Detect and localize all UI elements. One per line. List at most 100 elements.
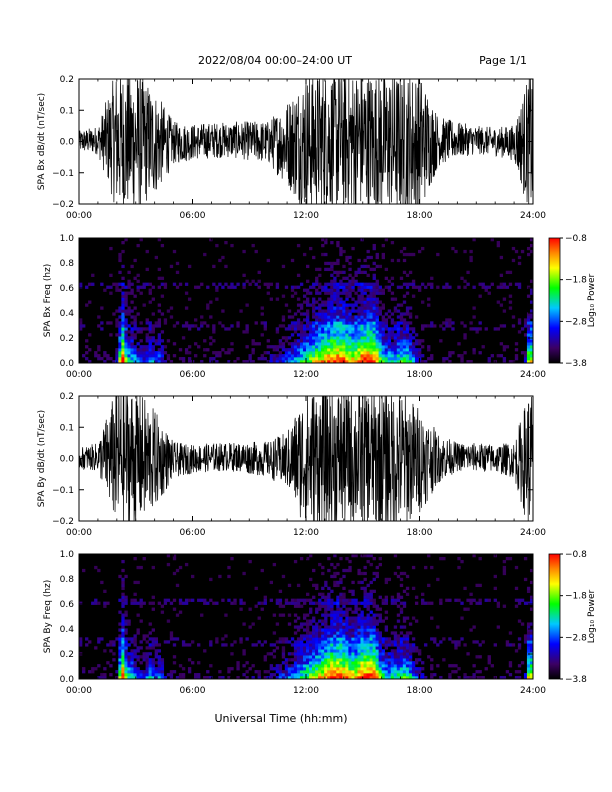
spectrogram-cell	[472, 238, 476, 242]
spectrogram-cell	[121, 670, 125, 674]
spectrogram-cell	[436, 252, 440, 257]
spectrogram-cell	[354, 658, 358, 662]
spectrogram-cell	[505, 640, 510, 644]
spectrogram-cell	[85, 285, 89, 289]
spectrogram-cell	[390, 649, 395, 653]
colorbar-tick-label: −1.8	[565, 276, 587, 286]
spectrogram-cell	[124, 646, 128, 650]
spectrogram-cell	[272, 613, 277, 617]
spectrogram-cell	[408, 336, 413, 340]
spectrogram-cell	[387, 315, 392, 319]
spectrogram-cell	[79, 643, 83, 647]
spectrogram-cell	[306, 318, 310, 322]
spectrogram-cell	[363, 315, 367, 319]
spectrogram-cell	[396, 676, 401, 680]
spectrogram-cell	[424, 360, 428, 364]
spectrogram-cell	[408, 357, 413, 361]
spectrogram-cell	[133, 592, 137, 596]
spectrogram-cell	[378, 673, 382, 677]
spectrogram-cell	[333, 306, 337, 310]
spectrogram-cell	[378, 342, 382, 346]
spectrogram-cell	[508, 661, 513, 665]
spectrogram-cell	[402, 643, 407, 647]
spectrogram-cell	[408, 655, 413, 659]
spectrogram-cell	[390, 640, 395, 644]
spectrogram-cell	[393, 342, 398, 346]
spectrogram-cell	[309, 649, 313, 653]
spectrogram-cell	[278, 664, 283, 668]
spectrogram-cell	[366, 282, 370, 286]
spectrogram-cell	[363, 664, 367, 668]
spectrogram-cell	[324, 670, 328, 674]
spectrogram-cell	[124, 339, 128, 343]
spectrogram-cell	[203, 601, 207, 605]
spectrogram-cell	[366, 249, 370, 254]
spectrogram-cell	[330, 327, 334, 331]
spectrogram-cell	[351, 309, 355, 313]
spectrogram-cell	[133, 276, 137, 280]
spectrogram-cell	[336, 658, 340, 662]
spectrogram-cell	[242, 652, 246, 656]
spectrogram-cell	[315, 601, 319, 605]
spectrogram-cell	[296, 604, 301, 608]
spectrogram-cell	[151, 601, 155, 605]
spectrogram-cell	[318, 315, 322, 319]
spectrogram-cell	[124, 354, 128, 358]
spectrogram-cell	[348, 324, 352, 328]
spectrogram-cell	[154, 676, 158, 680]
spectrogram-cell	[318, 282, 322, 286]
spectrogram-cell	[351, 345, 355, 349]
spectrogram-cell	[402, 616, 407, 620]
spectrogram-cell	[342, 568, 346, 573]
spectrogram-cell	[312, 643, 316, 647]
spectrogram-cell	[381, 255, 385, 260]
spectrogram-cell	[472, 673, 476, 677]
spectrogram-cell	[369, 631, 373, 635]
spectrogram-cell	[187, 658, 192, 662]
spectrogram-cell	[212, 282, 216, 286]
spectrogram-cell	[124, 294, 128, 298]
spectrogram-cell	[118, 652, 122, 656]
spectrogram-cell	[360, 339, 364, 343]
spectrogram-cell	[499, 282, 504, 286]
spectrogram-cell	[399, 652, 404, 656]
spectrogram-cell	[157, 351, 162, 355]
spectrogram-cell	[100, 357, 104, 361]
spectrogram-cell	[354, 303, 358, 307]
spectrogram-cell	[327, 312, 331, 316]
spectrogram-cell	[339, 348, 343, 352]
spectrogram-cell	[242, 285, 246, 289]
spectrogram-cell	[278, 604, 283, 608]
spectrogram-cell	[333, 279, 337, 283]
spectrogram-cell	[148, 357, 152, 361]
spectrogram-cell	[502, 604, 507, 608]
spectrogram-cell	[411, 670, 416, 674]
spectrogram-cell	[278, 354, 283, 358]
spectrogram-cell	[381, 643, 385, 647]
spectrogram-cell	[139, 640, 143, 644]
spectrogram-cell	[330, 619, 334, 623]
spectrogram-cell	[315, 306, 319, 310]
spectrogram-cell	[130, 354, 134, 358]
spectrogram-cell	[411, 586, 416, 591]
spectrogram-cell	[151, 661, 155, 665]
spectrogram-cell	[363, 586, 367, 591]
spectrogram-cell	[290, 673, 295, 677]
spectrogram-cell	[209, 577, 213, 582]
spectrogram-cell	[142, 303, 146, 307]
spectrogram-cell	[124, 318, 128, 322]
spectrogram-cell	[430, 667, 434, 671]
spectrogram-cell	[318, 327, 322, 331]
spectrogram-cell	[278, 324, 283, 328]
spectrogram-cell	[333, 261, 337, 266]
spectrogram-cell	[399, 330, 404, 334]
y-tick-label: 0.8	[60, 259, 75, 269]
spectrogram-cell	[318, 291, 322, 295]
spectrogram-cell	[327, 649, 331, 653]
spectrogram-cell	[306, 351, 310, 355]
spectrogram-cell	[357, 649, 361, 653]
spectrogram-cell	[79, 637, 83, 641]
spectrogram-cell	[363, 327, 367, 331]
spectrogram-cell	[299, 625, 304, 629]
